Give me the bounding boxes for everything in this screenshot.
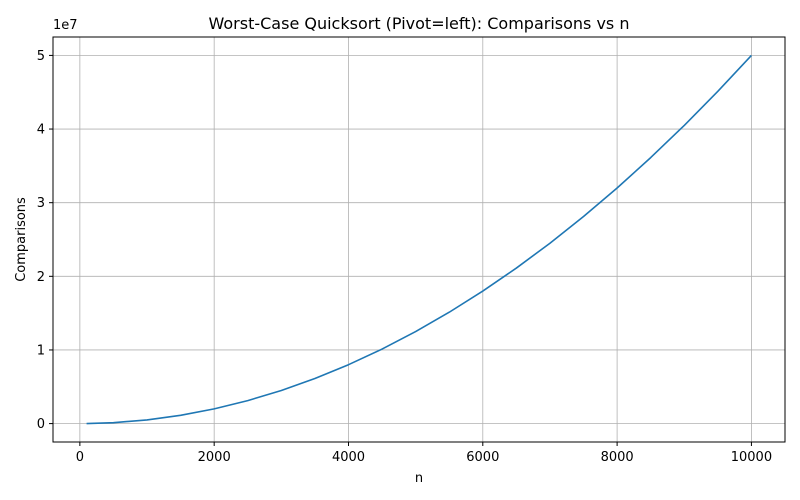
x-axis-ticks: 0 2000 4000 6000 8000 10000 bbox=[76, 442, 772, 465]
y-axis-offset-label: 1e7 bbox=[53, 18, 78, 33]
y-tick-label: 1 bbox=[37, 343, 45, 358]
x-tick-label: 10000 bbox=[731, 450, 772, 465]
series-line bbox=[86, 54, 753, 425]
y-tick-label: 5 bbox=[37, 49, 45, 64]
x-tick-label: 0 bbox=[76, 450, 84, 465]
y-tick-label: 0 bbox=[37, 417, 45, 432]
x-tick-label: 8000 bbox=[601, 450, 634, 465]
y-tick-label: 3 bbox=[37, 196, 45, 211]
x-tick-label: 6000 bbox=[466, 450, 499, 465]
y-tick-label: 4 bbox=[37, 123, 45, 138]
plot-frame bbox=[52, 36, 786, 443]
y-tick-label: 2 bbox=[37, 270, 45, 285]
y-axis-label: Comparisons bbox=[14, 197, 29, 282]
grid-lines bbox=[53, 37, 785, 442]
x-axis-label: n bbox=[415, 471, 423, 486]
series-layer bbox=[86, 54, 753, 425]
chart-title: Worst-Case Quicksort (Pivot=left): Compa… bbox=[209, 14, 630, 33]
y-axis-ticks: 0 1 2 3 4 5 bbox=[37, 49, 53, 432]
x-tick-label: 4000 bbox=[332, 450, 365, 465]
x-tick-label: 2000 bbox=[198, 450, 231, 465]
